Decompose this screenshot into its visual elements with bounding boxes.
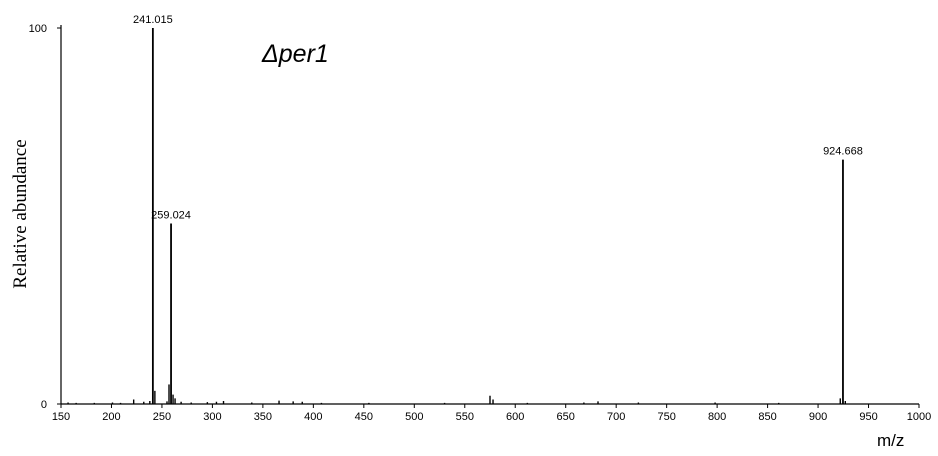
- x-tick-label: 200: [102, 411, 120, 423]
- x-tick-label: 350: [254, 411, 272, 423]
- x-tick-label: 650: [557, 411, 575, 423]
- x-tick-label: 900: [809, 411, 827, 423]
- peak-label: 924.668: [823, 146, 863, 158]
- x-tick-label: 150: [52, 411, 70, 423]
- y-axis-label: Relative abundance: [10, 139, 31, 288]
- y-ticks: 0 100: [29, 23, 61, 411]
- x-ticks: 150 200 250 300 350 400 450 500 550 600 650 700 750 8…: [52, 404, 931, 423]
- chart-title: Δper1: [261, 40, 329, 68]
- x-tick-label: 250: [153, 411, 171, 423]
- peak-label: 241.015: [133, 14, 173, 26]
- labeled-peaks: 241.015 259.024 924.668: [133, 14, 863, 404]
- y-tick-label: 0: [41, 399, 47, 411]
- x-tick-label: 600: [506, 411, 524, 423]
- x-tick-label: 800: [708, 411, 726, 423]
- x-tick-label: 850: [758, 411, 776, 423]
- minor-peaks: [67, 384, 847, 404]
- x-tick-label: 450: [355, 411, 373, 423]
- x-tick-label: 550: [456, 411, 474, 423]
- y-tick-label: 100: [29, 23, 47, 35]
- x-tick-label: 500: [405, 411, 423, 423]
- x-tick-label: 950: [859, 411, 877, 423]
- x-tick-label: 300: [203, 411, 221, 423]
- x-axis-label: m/z: [877, 431, 904, 450]
- x-tick-label: 700: [607, 411, 625, 423]
- x-tick-label: 750: [657, 411, 675, 423]
- peak-label: 259.024: [151, 210, 191, 222]
- x-tick-label: 1000: [907, 411, 931, 423]
- x-tick-label: 400: [304, 411, 322, 423]
